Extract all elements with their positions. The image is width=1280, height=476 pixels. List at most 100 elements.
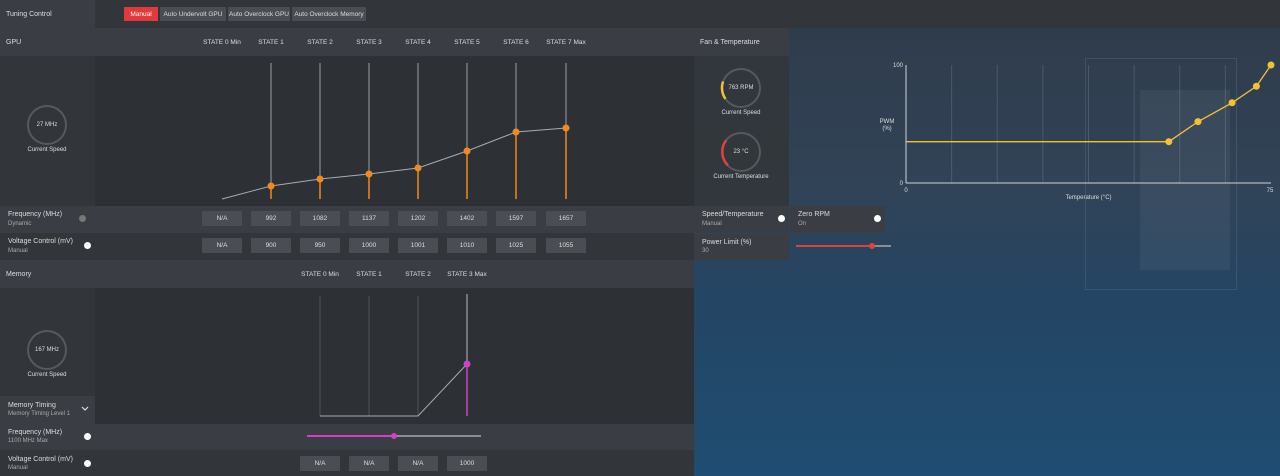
fan-header — [694, 28, 789, 56]
memory-header-bar — [0, 260, 694, 288]
gpu-graph-panel — [95, 56, 694, 206]
fan-curve-point[interactable] — [1194, 118, 1202, 126]
memory-volt-state-3[interactable]: 1000 — [447, 456, 487, 471]
memory-timing-sub: Memory Timing Level 1 — [8, 411, 71, 417]
speed-temp-cell — [694, 206, 789, 233]
power-limit-slider-knob[interactable] — [869, 243, 875, 249]
memory-timing-dropdown[interactable] — [0, 396, 95, 424]
zero-rpm-sub: On — [798, 221, 807, 227]
gpu-volt-state-5[interactable]: 1010 — [447, 238, 487, 253]
memory-frequency-slider-fill — [307, 435, 394, 437]
gpu-title: GPU — [6, 39, 22, 46]
fan-speed-value: 763 RPM — [728, 85, 754, 91]
speed-temp-sub: Manual — [702, 221, 722, 227]
fan-temp-value: 23 °C — [733, 149, 749, 155]
gpu-state-5-point — [463, 147, 471, 155]
memory-state-3-point — [463, 360, 471, 368]
fan-curve-chart[interactable]: 100 0 0 75 PWM (%) Temperature (°C) — [789, 56, 1280, 206]
gpu-volt-state-7[interactable]: 1055 — [546, 238, 586, 253]
desktop-background — [694, 28, 1280, 476]
fan-curve-point[interactable] — [1267, 61, 1275, 69]
fan-x-axis-label: Temperature (°C) — [1065, 195, 1111, 201]
gpu-freq-state-3[interactable]: 1137 — [349, 211, 389, 226]
fan-y-tick-bottom: 0 — [900, 181, 904, 187]
zero-rpm-toggle[interactable] — [874, 215, 881, 222]
tab-auto-overclock-gpu[interactable]: Auto Overclock GPU — [228, 7, 290, 21]
memory-frequency-toggle[interactable] — [84, 433, 91, 440]
memory-volt-state-1[interactable]: N/A — [349, 456, 389, 471]
gpu-state-2-label: STATE 2 — [307, 39, 333, 46]
gpu-freq-state-1[interactable]: 992 — [251, 211, 291, 226]
gpu-frequency-toggle[interactable] — [79, 215, 86, 222]
memory-voltage-row — [0, 450, 694, 476]
fan-temp-label: Current Temperature — [713, 174, 769, 180]
gpu-volt-state-0[interactable]: N/A — [202, 238, 242, 253]
memory-frequency-slider-knob[interactable] — [391, 433, 397, 439]
tuning-title: Tuning Control — [6, 11, 52, 18]
fan-speed-gauge — [720, 68, 761, 108]
gpu-state-4-label: STATE 4 — [405, 39, 431, 46]
memory-volt-state-2[interactable]: N/A — [398, 456, 438, 471]
gpu-state-7-label: STATE 7 Max — [546, 39, 586, 46]
gpu-freq-state-2[interactable]: 1082 — [300, 211, 340, 226]
gpu-state-5-label: STATE 5 — [454, 39, 480, 46]
gpu-freq-state-5[interactable]: 1402 — [447, 211, 487, 226]
fan-temp-gauge — [721, 132, 761, 172]
memory-gauge-panel — [0, 288, 95, 396]
memory-voltage-label: Voltage Control (mV) — [8, 456, 73, 463]
memory-voltage-toggle[interactable] — [84, 460, 91, 467]
power-limit-cell — [694, 234, 789, 260]
power-limit-value: 30 — [702, 248, 709, 254]
gpu-speed-label: Current Speed — [27, 147, 67, 153]
gpu-state-6-label: STATE 6 — [503, 39, 529, 46]
gpu-header-bar — [0, 28, 694, 56]
memory-state-0-label: STATE 0 Min — [301, 271, 339, 278]
gpu-state-4-point — [414, 164, 422, 172]
gpu-freq-state-6[interactable]: 1597 — [496, 211, 536, 226]
power-limit-label: Power Limit (%) — [702, 239, 752, 246]
memory-frequency-sub: 1100 MHz Max — [8, 438, 48, 444]
fan-curve-point[interactable] — [1252, 82, 1260, 90]
fan-title: Fan & Temperature — [700, 39, 760, 46]
tab-auto-undervolt-gpu[interactable]: Auto Undervolt GPU — [160, 7, 226, 21]
memory-state-graph[interactable] — [0, 0, 694, 424]
gpu-voltage-toggle[interactable] — [84, 242, 91, 249]
gpu-state-2-point — [316, 175, 324, 183]
memory-volt-state-0[interactable]: N/A — [300, 456, 340, 471]
gpu-volt-state-6[interactable]: 1025 — [496, 238, 536, 253]
gpu-curve-line — [221, 127, 567, 200]
memory-frequency-row — [0, 424, 694, 450]
gpu-speed-value: 27 MHz — [36, 122, 58, 128]
memory-speed-value: 167 MHz — [34, 347, 60, 353]
gpu-volt-state-3[interactable]: 1000 — [349, 238, 389, 253]
gpu-state-1-label: STATE 1 — [258, 39, 284, 46]
gpu-freq-state-7[interactable]: 1657 — [546, 211, 586, 226]
gpu-volt-state-1[interactable]: 900 — [251, 238, 291, 253]
gpu-freq-state-0[interactable]: N/A — [202, 211, 242, 226]
tab-manual[interactable]: Manual — [124, 7, 158, 21]
chevron-down-icon[interactable] — [81, 406, 89, 412]
gpu-state-6-point — [512, 128, 520, 136]
memory-graph-panel — [95, 288, 694, 424]
tab-auto-overclock-memory[interactable]: Auto Overclock Memory — [292, 7, 366, 21]
memory-state-3-label: STATE 3 Max — [447, 271, 487, 278]
gpu-gauge-panel — [0, 56, 95, 206]
fan-y-axis-label: PWM (%) — [880, 119, 895, 132]
gpu-voltage-label: Voltage Control (mV) — [8, 238, 73, 245]
gpu-freq-state-4[interactable]: 1202 — [398, 211, 438, 226]
gpu-state-graph[interactable] — [0, 0, 694, 206]
speed-temp-toggle[interactable] — [778, 215, 785, 222]
memory-timing-label: Memory Timing — [8, 402, 56, 409]
fan-curve-point[interactable] — [1165, 138, 1173, 146]
gpu-volt-state-4[interactable]: 1001 — [398, 238, 438, 253]
memory-state-2-label: STATE 2 — [405, 271, 431, 278]
memory-curve-line — [320, 363, 468, 417]
gpu-state-3-point — [365, 170, 373, 178]
memory-title: Memory — [6, 271, 32, 278]
gpu-voltage-sub: Manual — [8, 248, 28, 254]
fan-gauge-panel — [694, 56, 789, 206]
fan-x-tick-right: 75 — [1267, 188, 1274, 194]
fan-y-tick-top: 100 — [893, 63, 904, 69]
gpu-volt-state-2[interactable]: 950 — [300, 238, 340, 253]
fan-curve-point[interactable] — [1228, 99, 1236, 107]
